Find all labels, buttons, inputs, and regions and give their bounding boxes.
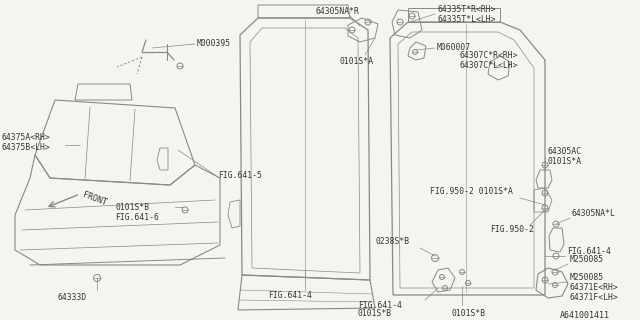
Text: M250085: M250085	[570, 274, 604, 283]
Text: 64375A<RH>: 64375A<RH>	[2, 133, 51, 142]
Text: 64371F<LH>: 64371F<LH>	[570, 293, 619, 302]
Text: 0238S*B: 0238S*B	[375, 237, 409, 246]
Text: 64305NA*R: 64305NA*R	[315, 7, 359, 17]
Text: FIG.641-4: FIG.641-4	[567, 247, 611, 257]
Text: 64371E<RH>: 64371E<RH>	[570, 284, 619, 292]
Text: FIG.641-4: FIG.641-4	[268, 292, 312, 300]
Text: FIG.950-2: FIG.950-2	[490, 226, 534, 235]
Text: A641001411: A641001411	[560, 311, 610, 320]
Text: FRONT: FRONT	[81, 191, 108, 208]
Text: FIG.641-6: FIG.641-6	[115, 212, 159, 221]
Text: 0101S*B: 0101S*B	[115, 203, 149, 212]
Text: 64305AC: 64305AC	[548, 148, 582, 156]
Text: FIG.641-5: FIG.641-5	[218, 171, 262, 180]
Text: 64335T*L<LH>: 64335T*L<LH>	[437, 15, 495, 25]
Text: 0101S*B: 0101S*B	[452, 308, 486, 317]
Text: 64333D: 64333D	[58, 293, 87, 302]
Text: 64335T*R<RH>: 64335T*R<RH>	[437, 5, 495, 14]
Text: 64305NA*L: 64305NA*L	[572, 210, 616, 219]
Text: FIG.641-4: FIG.641-4	[358, 300, 402, 309]
Text: 0101S*A: 0101S*A	[340, 58, 374, 67]
Text: M000395: M000395	[197, 39, 231, 49]
Text: 0101S*A: 0101S*A	[548, 157, 582, 166]
Text: FIG.950-2 0101S*A: FIG.950-2 0101S*A	[430, 188, 513, 196]
Text: 64307C*R<RH>: 64307C*R<RH>	[460, 52, 518, 60]
Text: 64307C*L<LH>: 64307C*L<LH>	[460, 61, 518, 70]
Text: M250085: M250085	[570, 255, 604, 265]
Text: M060007: M060007	[437, 44, 471, 52]
Text: 0101S*B: 0101S*B	[358, 308, 392, 317]
Text: 64375B<LH>: 64375B<LH>	[2, 143, 51, 153]
